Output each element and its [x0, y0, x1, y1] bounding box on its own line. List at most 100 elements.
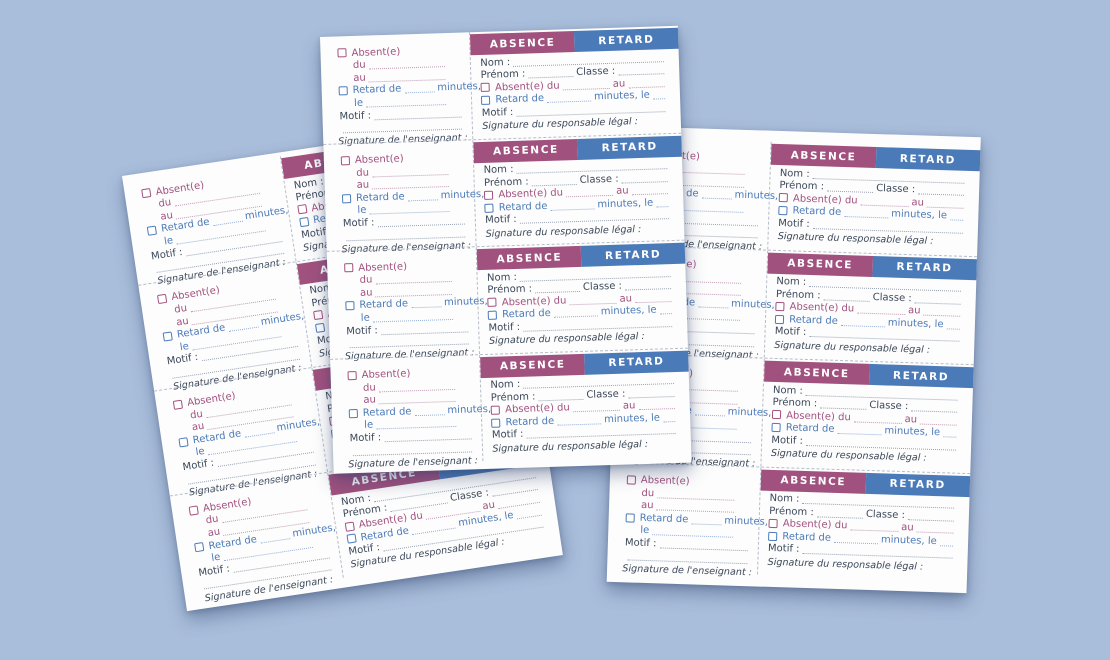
- absence-header-label: ABSENCE: [780, 474, 847, 489]
- slip-au-label: au: [901, 522, 914, 534]
- slip-retard-dotted-line: [833, 541, 878, 545]
- retard-checkbox: [341, 193, 352, 203]
- le-label: le: [360, 312, 370, 324]
- slip-minutes-le-label: minutes, le: [880, 534, 937, 547]
- classe-label: Classe :: [872, 291, 912, 304]
- slip-retard-checkbox: [491, 418, 501, 428]
- slip-absent-dotted-line: [572, 410, 621, 413]
- parent-slip: ABSENCE RETARD Nom : Prénom : Classe :: [762, 359, 974, 473]
- slip-absent-label: Absent(e) du: [501, 295, 567, 309]
- absence-retard-ticket: Absent(e) du au Retard de minutes, le: [330, 347, 692, 470]
- slip-body: Nom : Prénom : Classe : Absent(e) du au: [471, 49, 681, 139]
- retard-dotted-line: [407, 199, 438, 202]
- prenom-label: Prénom :: [483, 176, 529, 189]
- slip-absent-checkbox: [487, 298, 497, 308]
- motif-label: Motif :: [339, 110, 372, 122]
- slip-body: Nom : Prénom : Classe : Absent(e) du au: [758, 490, 969, 581]
- slip-motif-label: Motif :: [778, 217, 810, 230]
- le-label: le: [353, 97, 364, 109]
- slip-minutes-le-label: minutes, le: [597, 197, 654, 211]
- slip-au-dotted-line: [638, 408, 675, 411]
- au-label: au: [353, 72, 366, 84]
- slip-body: Nom : Prénom : Classe : Absent(e) du au: [474, 156, 684, 246]
- slip-au-dotted-line: [628, 85, 665, 89]
- du-label: du: [359, 274, 373, 287]
- slip-absent-dotted-line: [569, 302, 617, 306]
- retard-checkbox: [345, 301, 355, 311]
- absence-retard-ticket: Absent(e) du au Retard de minutes, le: [607, 461, 971, 582]
- absent-checkbox: [157, 293, 168, 305]
- motif-label: Motif :: [342, 217, 375, 230]
- slip-au-dotted-line: [631, 193, 669, 196]
- prenom-dotted-line: [823, 299, 870, 302]
- au-label: au: [359, 287, 373, 299]
- classe-label: Classe :: [586, 388, 626, 401]
- slip-retard-label: Retard de: [502, 308, 552, 321]
- classe-dotted-line: [618, 73, 665, 76]
- slip-body: Nom : Prénom : Classe : Absent(e) du au: [762, 382, 973, 473]
- slip-absent-checkbox: [480, 83, 491, 93]
- slip-retard-dotted-line: [844, 216, 889, 219]
- slip-absent-checkbox: [768, 518, 778, 529]
- classe-dotted-line: [628, 395, 675, 399]
- slip-absent-dotted-line: [853, 421, 902, 424]
- du-label: du: [362, 382, 376, 394]
- slip-body: Nom : Prénom : Classe : Absent(e) du au: [765, 273, 976, 364]
- slip-motif-label: Motif :: [774, 326, 807, 339]
- stub-signature-line: Signature de l'enseignant :: [622, 562, 752, 579]
- slip-au-label: au: [911, 196, 925, 209]
- retard-header-label: RETARD: [598, 33, 655, 47]
- slip-retard-checkbox: [481, 95, 491, 106]
- classe-dotted-line: [907, 518, 954, 522]
- teacher-signature-label: Signature de l'enseignant :: [348, 455, 479, 471]
- absence-header-label: ABSENCE: [787, 257, 854, 272]
- le-label: le: [357, 205, 367, 217]
- classe-label: Classe :: [582, 280, 623, 294]
- absent-checkbox: [172, 399, 184, 410]
- slip-au-label: au: [616, 185, 629, 198]
- du-label: du: [352, 59, 366, 72]
- legal-guardian-signature-label: Signature du responsable légal :: [777, 231, 934, 247]
- prenom-dotted-line: [816, 516, 863, 519]
- retard-checkbox: [162, 331, 173, 342]
- slip-absent-dotted-line: [850, 529, 899, 533]
- retard-header-label: RETARD: [889, 477, 946, 492]
- retard-header-label: RETARD: [601, 140, 658, 155]
- absence-header-label: ABSENCE: [783, 365, 850, 380]
- teacher-stub: Absent(e) du au Retard de minutes, le: [326, 247, 488, 363]
- slip-retard-checkbox: [771, 422, 781, 433]
- slip-retard-checkbox: [775, 314, 785, 324]
- nom-label: Nom :: [779, 167, 810, 180]
- parent-slip: ABSENCE RETARD Nom : Prénom : Classe :: [758, 467, 971, 581]
- slip-motif-label: Motif :: [771, 434, 804, 447]
- slip-absent-label: Absent(e) du: [504, 402, 570, 416]
- slip-le-dotted-line: [943, 436, 957, 439]
- retard-checkbox: [178, 436, 189, 448]
- slip-absent-dotted-line: [562, 87, 610, 91]
- nom-label: Nom :: [486, 271, 518, 284]
- slip-body: Nom : Prénom : Classe : Absent(e) du au: [768, 165, 979, 256]
- classe-dotted-line: [625, 288, 672, 291]
- slip-absent-label: Absent(e) du: [498, 187, 564, 201]
- prenom-label: Prénom :: [487, 283, 533, 297]
- teacher-stub: Absent(e) du au Retard de minutes, le: [323, 139, 485, 255]
- slip-body: Nom : Prénom : Classe : Absent(e) du au: [478, 264, 688, 354]
- slip-absent-label: Absent(e) du: [494, 80, 560, 94]
- slip-retard-label: Retard de: [495, 93, 545, 106]
- prenom-dotted-line: [528, 76, 574, 79]
- absent-checkbox: [188, 505, 199, 516]
- slip-absent-checkbox: [772, 410, 782, 420]
- parent-slip: ABSENCE RETARD Nom : Prénom : Classe :: [480, 348, 691, 461]
- retard-header-label: RETARD: [604, 247, 662, 262]
- slip-minutes-le-label: minutes, le: [593, 90, 650, 103]
- classe-label: Classe :: [865, 508, 906, 521]
- stub-signature-line: Signature de l'enseignant :: [348, 454, 479, 471]
- le-label: le: [364, 419, 374, 432]
- slip-retard-dotted-line: [557, 423, 602, 426]
- retard-header-label: RETARD: [899, 152, 957, 167]
- slip-motif-label: Motif :: [481, 106, 514, 119]
- prenom-dotted-line: [826, 190, 874, 194]
- slip-absent-checkbox: [491, 405, 501, 415]
- slip-absent-checkbox: [296, 204, 308, 215]
